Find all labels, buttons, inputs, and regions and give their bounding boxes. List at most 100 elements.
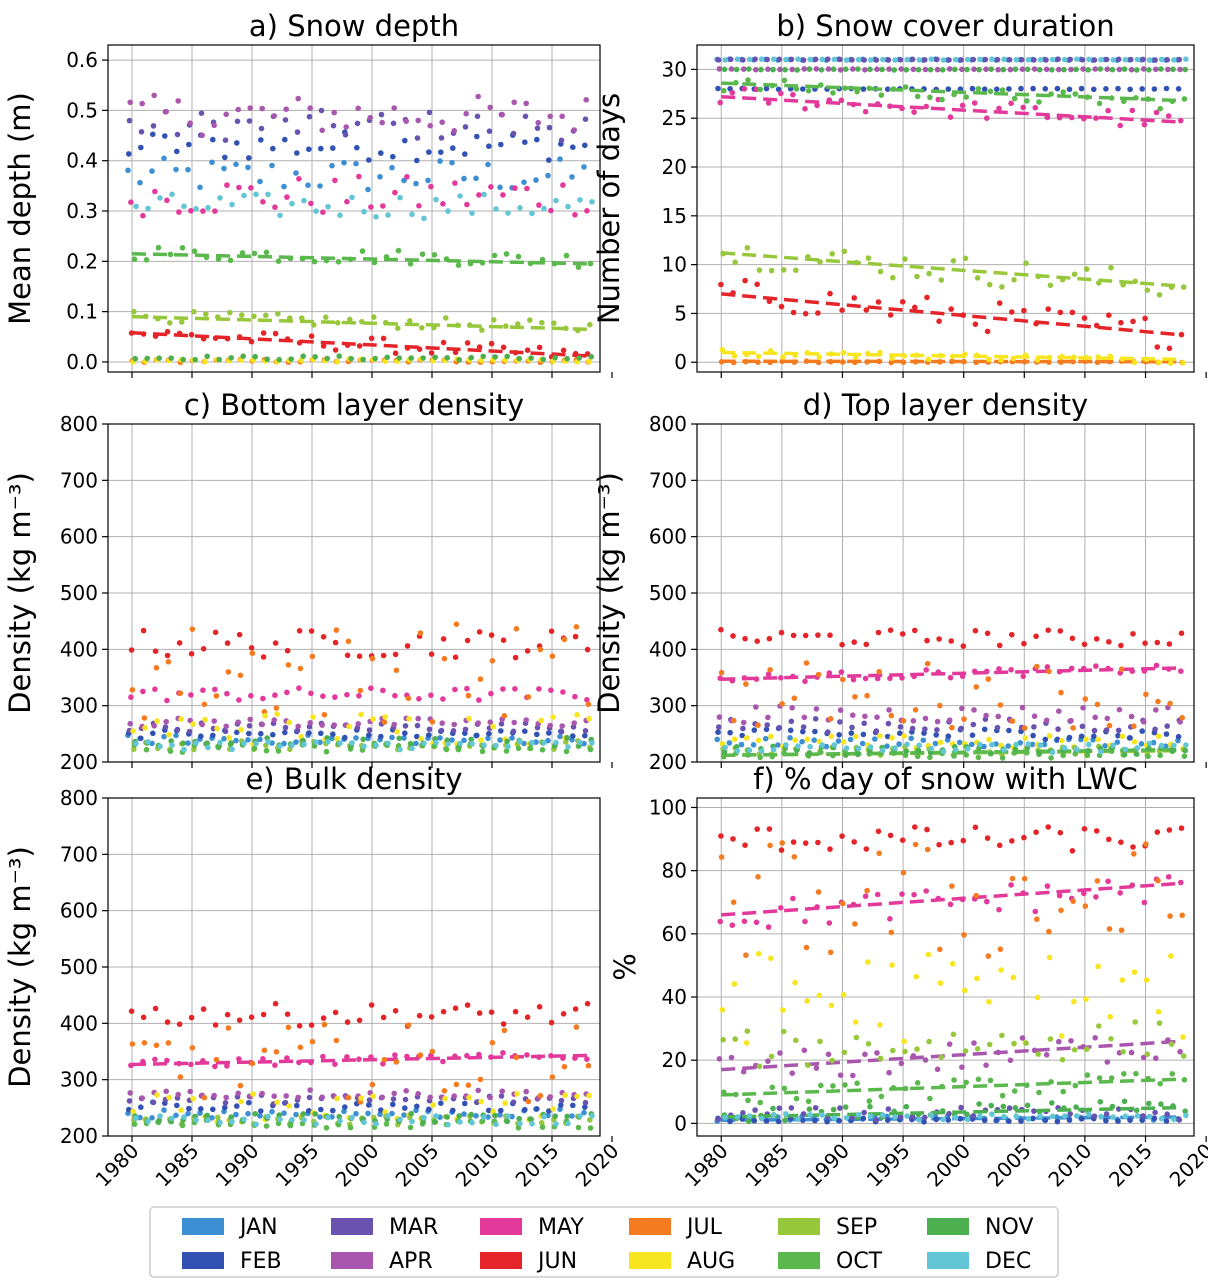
- data-point: [794, 67, 800, 73]
- data-point: [128, 647, 135, 653]
- data-point: [1139, 1117, 1145, 1123]
- panel-title: b) Snow cover duration: [776, 9, 1114, 43]
- x-tick-label: 2015: [1104, 1139, 1157, 1192]
- data-point: [1109, 66, 1116, 73]
- data-point: [1083, 266, 1090, 272]
- grid: [697, 798, 1194, 1136]
- data-point: [397, 746, 403, 753]
- data-point: [523, 100, 529, 107]
- data-point: [863, 846, 870, 852]
- data-point: [1073, 66, 1079, 73]
- data-point: [236, 697, 242, 703]
- data-point: [909, 725, 916, 732]
- data-point: [282, 729, 288, 736]
- data-point: [152, 686, 158, 692]
- data-point: [1067, 56, 1073, 63]
- data-point: [161, 155, 167, 162]
- data-point: [301, 741, 307, 748]
- data-point: [719, 1007, 726, 1013]
- series-oct: [131, 244, 594, 271]
- data-point: [139, 1095, 145, 1101]
- data-point: [850, 676, 857, 683]
- data-point: [1117, 122, 1123, 129]
- data-point: [1177, 719, 1183, 725]
- legend-label: MAY: [538, 1215, 584, 1240]
- data-point: [902, 1085, 909, 1092]
- data-point: [989, 741, 995, 748]
- data-point: [1142, 640, 1148, 646]
- data-point: [828, 1002, 835, 1009]
- data-point: [1091, 727, 1098, 734]
- data-point: [368, 685, 374, 691]
- data-point: [1080, 66, 1086, 72]
- data-point: [956, 739, 963, 746]
- data-point: [453, 1081, 460, 1088]
- data-point: [1078, 1116, 1085, 1122]
- data-point: [210, 1106, 216, 1113]
- data-point: [541, 739, 547, 746]
- data-point: [1084, 1072, 1091, 1078]
- trend-line-sep: [131, 314, 589, 331]
- y-tick-label: 400: [60, 1011, 98, 1035]
- data-point: [143, 257, 150, 263]
- data-point: [479, 327, 485, 333]
- data-point: [318, 730, 324, 737]
- data-point: [295, 1094, 302, 1101]
- data-point: [996, 842, 1003, 849]
- data-point: [996, 300, 1003, 306]
- data-point: [1011, 1088, 1018, 1094]
- data-point: [197, 1110, 203, 1116]
- data-point: [899, 891, 905, 897]
- data-point: [755, 950, 762, 957]
- data-point: [432, 354, 439, 361]
- data-point: [283, 106, 290, 112]
- data-point: [1119, 733, 1126, 740]
- data-point: [428, 692, 434, 698]
- data-point: [405, 1022, 412, 1028]
- data-point: [775, 1118, 782, 1125]
- data-point: [581, 164, 587, 170]
- data-point: [889, 735, 895, 741]
- data-point: [1070, 898, 1076, 904]
- data-point: [179, 1122, 186, 1129]
- data-point: [904, 741, 910, 748]
- data-point: [923, 103, 929, 110]
- data-point: [501, 1027, 508, 1034]
- data-point: [925, 951, 932, 958]
- data-point: [462, 124, 469, 130]
- data-point: [1091, 1113, 1098, 1119]
- data-point: [1133, 67, 1140, 73]
- data-point: [237, 1082, 244, 1089]
- data-point: [131, 256, 138, 263]
- data-point: [212, 208, 218, 214]
- data-point: [259, 105, 266, 112]
- data-point: [433, 739, 439, 746]
- data-point: [1105, 878, 1111, 885]
- data-point: [534, 136, 540, 143]
- data-point: [366, 1102, 372, 1108]
- data-point: [558, 728, 565, 735]
- data-point: [727, 729, 733, 736]
- data-point: [461, 737, 467, 744]
- data-point: [450, 145, 456, 151]
- data-point: [875, 828, 882, 835]
- data-point: [421, 740, 427, 747]
- data-point: [445, 208, 451, 214]
- data-point: [245, 1110, 251, 1117]
- data-point: [813, 66, 820, 72]
- data-point: [337, 740, 343, 746]
- data-point: [332, 177, 338, 184]
- data-point: [855, 1112, 862, 1118]
- data-point: [988, 750, 994, 757]
- data-point: [176, 1021, 183, 1027]
- series-jul: [718, 660, 1185, 731]
- data-point: [757, 1099, 763, 1106]
- data-point: [403, 118, 410, 124]
- data-point: [837, 707, 844, 713]
- data-point: [465, 692, 472, 699]
- data-point: [813, 706, 820, 712]
- data-point: [202, 716, 208, 723]
- data-point: [462, 1100, 468, 1107]
- data-point: [755, 737, 762, 744]
